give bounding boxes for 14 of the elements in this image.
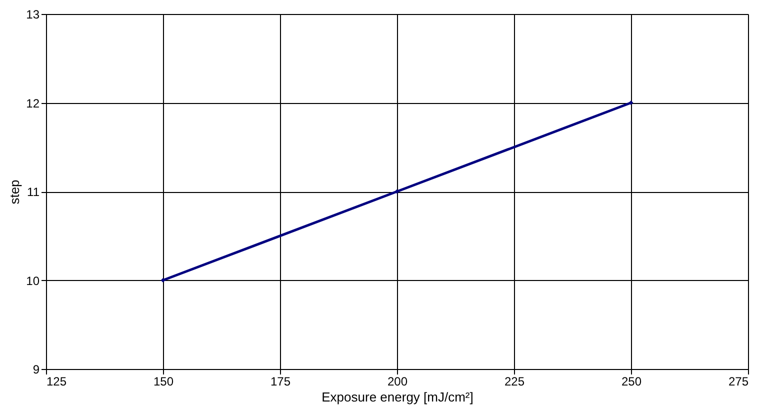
x-axis-title: Exposure energy [mJ/cm²] [322, 390, 474, 404]
y-tick-label: 10 [26, 274, 40, 288]
x-tick-label: 125 [46, 374, 67, 388]
x-tick-label: 150 [153, 374, 174, 388]
y-tick-label: 9 [32, 362, 40, 376]
y-tick-label: 13 [26, 8, 40, 22]
x-tick-label: 200 [387, 374, 408, 388]
x-tick-label: 275 [728, 374, 749, 388]
x-tick-label: 225 [504, 374, 525, 388]
y-tick-label: 12 [26, 96, 40, 110]
y-tick-label: 11 [27, 185, 40, 199]
x-tick-label: 175 [270, 374, 291, 388]
x-tick-label: 250 [621, 374, 642, 388]
y-axis-title: step [7, 180, 22, 204]
